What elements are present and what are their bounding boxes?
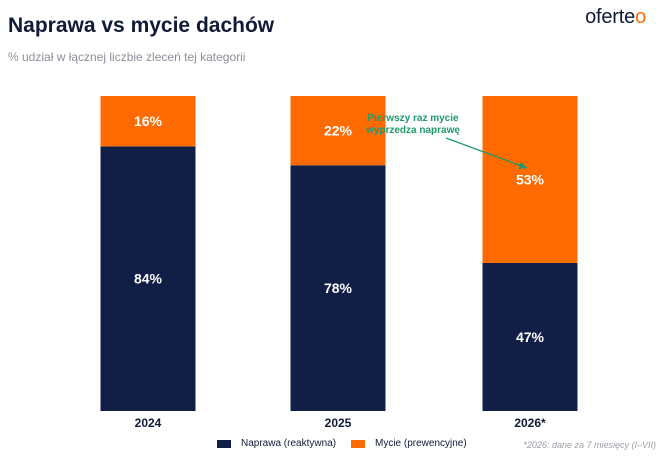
legend-item-naprawa: Naprawa (reaktywna) [217, 438, 336, 449]
legend-swatch-naprawa [217, 439, 231, 448]
annotation-text-line-0: Pierwszy raz mycie [367, 113, 459, 124]
chart-title: Naprawa vs mycie dachów [8, 14, 275, 37]
annotation-arrow [445, 137, 528, 169]
data-label-naprawa-1: 78% [324, 280, 353, 296]
data-label-naprawa-2: 47% [516, 329, 545, 345]
chart-subtitle: % udział w łącznej liczbie zleceń tej ka… [8, 50, 246, 64]
bar-mycie-1 [290, 96, 386, 166]
data-label-mycie-2: 53% [516, 171, 545, 187]
data-label-naprawa-0: 84% [134, 271, 163, 287]
legend-swatch-mycie [351, 439, 365, 448]
stacked-bar-chart: 84% 16% 2024 78% 22% 2025 47% 53% 2026* Pierwszy … [100, 96, 578, 430]
bar-naprawa-1 [290, 165, 386, 411]
annotation-text-line-1: wyprzedza naprawę [365, 125, 460, 136]
logo-accent-letter: o [635, 6, 646, 28]
x-tick-label-2: 2026* [514, 416, 546, 430]
x-tick-label-0: 2024 [135, 416, 162, 430]
bar-mycie-2 [482, 96, 578, 263]
legend-label-naprawa: Naprawa (reaktywna) [241, 438, 337, 449]
bar-naprawa-2 [482, 262, 578, 411]
footnote: *2026: dane za 7 miesięcy (I–VII) [523, 440, 656, 450]
bar-naprawa-0 [100, 146, 196, 411]
data-label-mycie-0: 16% [134, 113, 163, 129]
bar-mycie-0 [100, 96, 196, 147]
legend-item-mycie: Mycie (prewencyjne) [351, 438, 467, 449]
chart-legend: Naprawa (reaktywna) Mycie (prewencyjne) [0, 438, 664, 454]
x-tick-label-1: 2025 [325, 416, 352, 430]
logo-text: oferte [585, 6, 636, 28]
data-label-mycie-1: 22% [324, 123, 353, 139]
oferteo-logo: oferteo [585, 6, 646, 29]
legend-label-mycie: Mycie (prewencyjne) [375, 438, 467, 449]
